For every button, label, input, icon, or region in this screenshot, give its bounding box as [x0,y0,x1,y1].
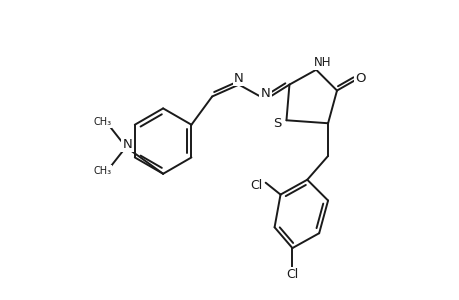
Text: O: O [355,72,365,85]
Text: CH₃: CH₃ [93,166,111,176]
Text: S: S [273,117,281,130]
Text: Cl: Cl [250,179,262,192]
Text: N: N [260,87,270,100]
Text: CH₃: CH₃ [93,117,111,127]
Text: NH: NH [313,56,330,69]
Text: N: N [234,72,243,85]
Text: N: N [122,138,132,151]
Text: Cl: Cl [285,268,298,281]
